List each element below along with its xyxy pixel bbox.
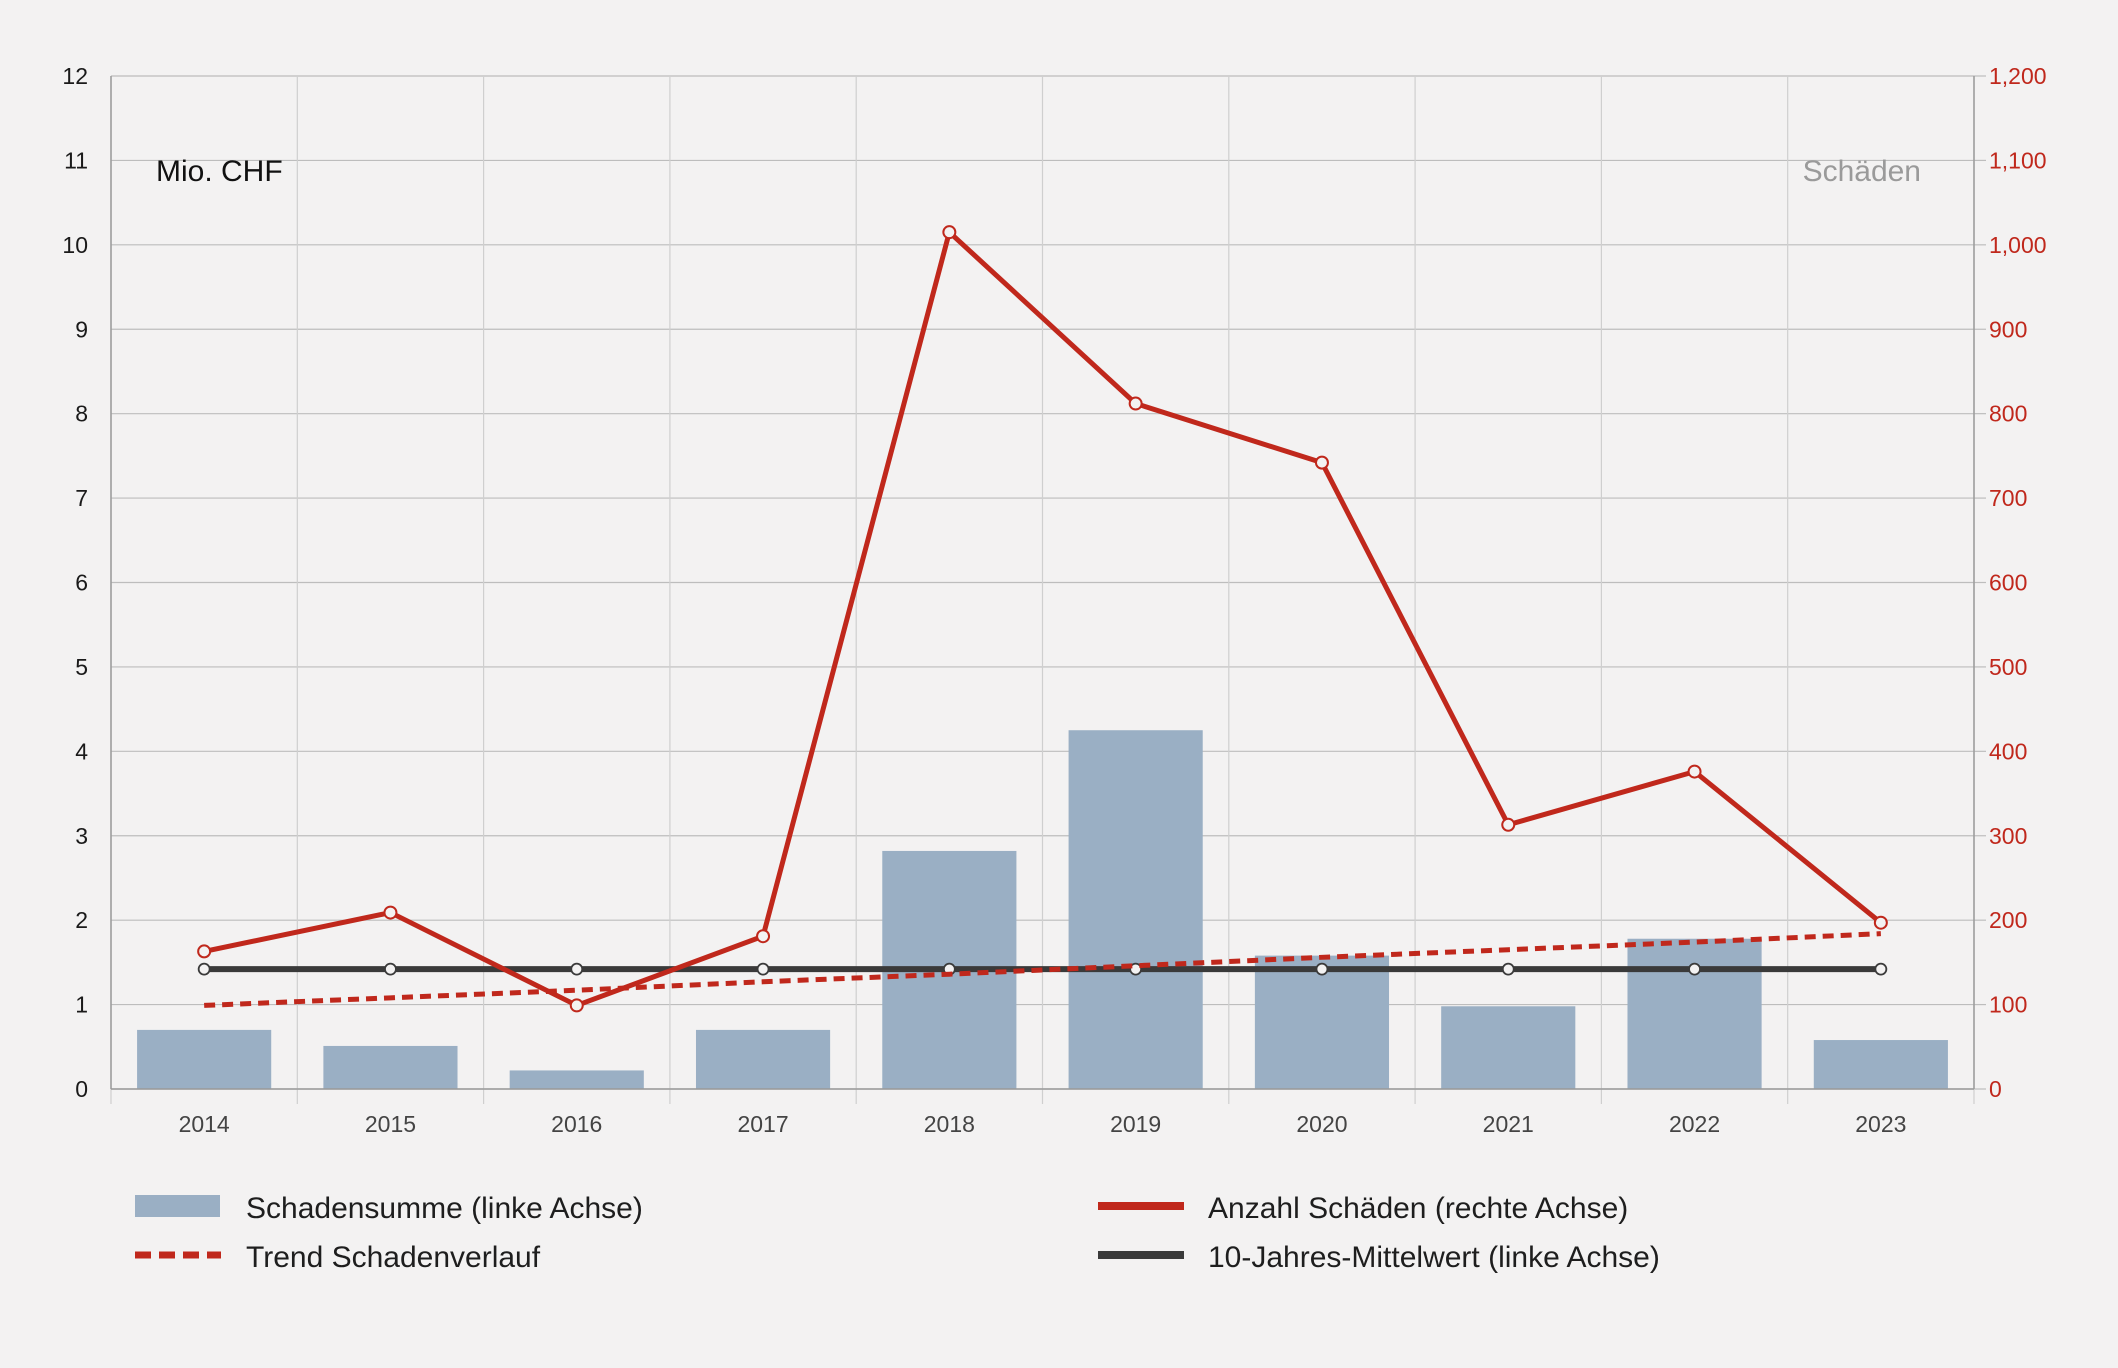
bar-schadensumme bbox=[137, 1029, 272, 1089]
legend-label-trend: Trend Schadenverlauf bbox=[246, 1241, 541, 1274]
bar-schadensumme bbox=[1813, 1040, 1948, 1089]
line-anzahl-schaeden bbox=[203, 229, 1883, 1008]
x-tick-label: 2015 bbox=[365, 1111, 416, 1137]
point-mittelwert bbox=[1315, 962, 1329, 976]
y-left-tick-label: 6 bbox=[75, 570, 88, 596]
bar-schadensumme bbox=[1441, 1006, 1576, 1089]
y-right-tick-label: 100 bbox=[1989, 992, 2027, 1018]
line-trend bbox=[204, 931, 1881, 1008]
point-anzahl-schaeden bbox=[1687, 764, 1702, 779]
point-anzahl-schaeden bbox=[756, 929, 771, 944]
x-tick-label: 2018 bbox=[924, 1111, 975, 1137]
point-mittelwert bbox=[1129, 962, 1143, 976]
x-tick-label: 2017 bbox=[737, 1111, 788, 1137]
x-tick-label: 2020 bbox=[1296, 1111, 1347, 1137]
y-left-tick-label: 11 bbox=[64, 147, 88, 173]
y-left-tick-label: 9 bbox=[75, 316, 88, 342]
x-tick-label: 2019 bbox=[1110, 1111, 1161, 1137]
y-right-tick-label: 900 bbox=[1989, 316, 2027, 342]
x-tick-label: 2014 bbox=[179, 1111, 230, 1137]
point-anzahl-schaeden bbox=[383, 905, 398, 920]
point-mittelwert bbox=[570, 962, 584, 976]
y-right-tick-label: 1,100 bbox=[1989, 147, 2047, 173]
point-anzahl-schaeden bbox=[569, 998, 584, 1013]
y-right-tick-label: 600 bbox=[1989, 570, 2027, 596]
y-left-tick-label: 4 bbox=[75, 738, 88, 764]
legend-label-schadensumme: Schadensumme (linke Achse) bbox=[246, 1192, 643, 1225]
point-mittelwert bbox=[1501, 962, 1515, 976]
x-tick-label: 2023 bbox=[1855, 1111, 1906, 1137]
bar-schadensumme bbox=[1068, 730, 1203, 1089]
y-right-tick-label: 1,200 bbox=[1989, 63, 2047, 89]
bar-schadensumme bbox=[1254, 955, 1390, 1089]
bar-schadensumme bbox=[323, 1045, 458, 1089]
y-left-tick-label: 7 bbox=[75, 485, 88, 511]
y-right-tick-label: 1,000 bbox=[1989, 232, 2047, 258]
right-axis-unit-label: Schäden bbox=[1803, 155, 1921, 188]
y-left-tick-label: 3 bbox=[75, 823, 88, 849]
y-right-tick-label: 200 bbox=[1989, 907, 2027, 933]
y-right-tick-label: 300 bbox=[1989, 823, 2027, 849]
legend-swatch-schadensumme bbox=[135, 1195, 220, 1217]
point-mittelwert bbox=[1874, 962, 1888, 976]
legend: Schadensumme (linke Achse) Anzahl Schäde… bbox=[135, 1192, 1660, 1274]
x-tick-label: 2016 bbox=[551, 1111, 602, 1137]
y-left-tick-label: 8 bbox=[75, 401, 88, 427]
point-anzahl-schaeden bbox=[1128, 396, 1143, 411]
point-mittelwert bbox=[384, 962, 397, 976]
y-left-tick-label: 2 bbox=[75, 907, 88, 933]
y-left-tick-label: 10 bbox=[62, 232, 88, 258]
point-anzahl-schaeden bbox=[1873, 915, 1888, 930]
point-anzahl-schaeden bbox=[1501, 817, 1516, 832]
y-left-tick-label: 1 bbox=[75, 992, 88, 1018]
point-mittelwert bbox=[1688, 962, 1701, 976]
point-mittelwert bbox=[756, 962, 770, 976]
left-axis-unit-label: Mio. CHF bbox=[156, 155, 283, 188]
y-left-tick-label: 5 bbox=[75, 654, 88, 680]
bars-layer bbox=[137, 730, 1948, 1089]
y-right-tick-label: 700 bbox=[1989, 485, 2027, 511]
point-anzahl-schaeden bbox=[197, 944, 212, 959]
legend-label-mittelwert: 10-Jahres-Mittelwert (linke Achse) bbox=[1208, 1241, 1660, 1274]
bar-schadensumme bbox=[509, 1070, 644, 1089]
axes-layer bbox=[110, 76, 1975, 1090]
y-left-tick-label: 12 bbox=[62, 63, 88, 89]
bar-schadensumme bbox=[1627, 938, 1762, 1089]
lines-layer bbox=[197, 225, 1888, 1013]
ticks-layer: 0123456789101112010020030040050060070080… bbox=[62, 63, 2046, 1137]
legend-label-anzahl-schaeden: Anzahl Schäden (rechte Achse) bbox=[1208, 1192, 1628, 1225]
y-left-tick-label: 0 bbox=[75, 1076, 88, 1102]
y-right-tick-label: 400 bbox=[1989, 738, 2027, 764]
point-anzahl-schaeden bbox=[942, 225, 957, 240]
x-tick-label: 2022 bbox=[1669, 1111, 1720, 1137]
point-mittelwert bbox=[197, 962, 211, 976]
y-right-tick-label: 500 bbox=[1989, 654, 2027, 680]
y-right-tick-label: 0 bbox=[1989, 1076, 2002, 1102]
x-tick-label: 2021 bbox=[1483, 1111, 1534, 1137]
y-right-tick-label: 800 bbox=[1989, 401, 2027, 427]
bar-schadensumme bbox=[695, 1029, 831, 1089]
point-anzahl-schaeden bbox=[1314, 455, 1329, 470]
